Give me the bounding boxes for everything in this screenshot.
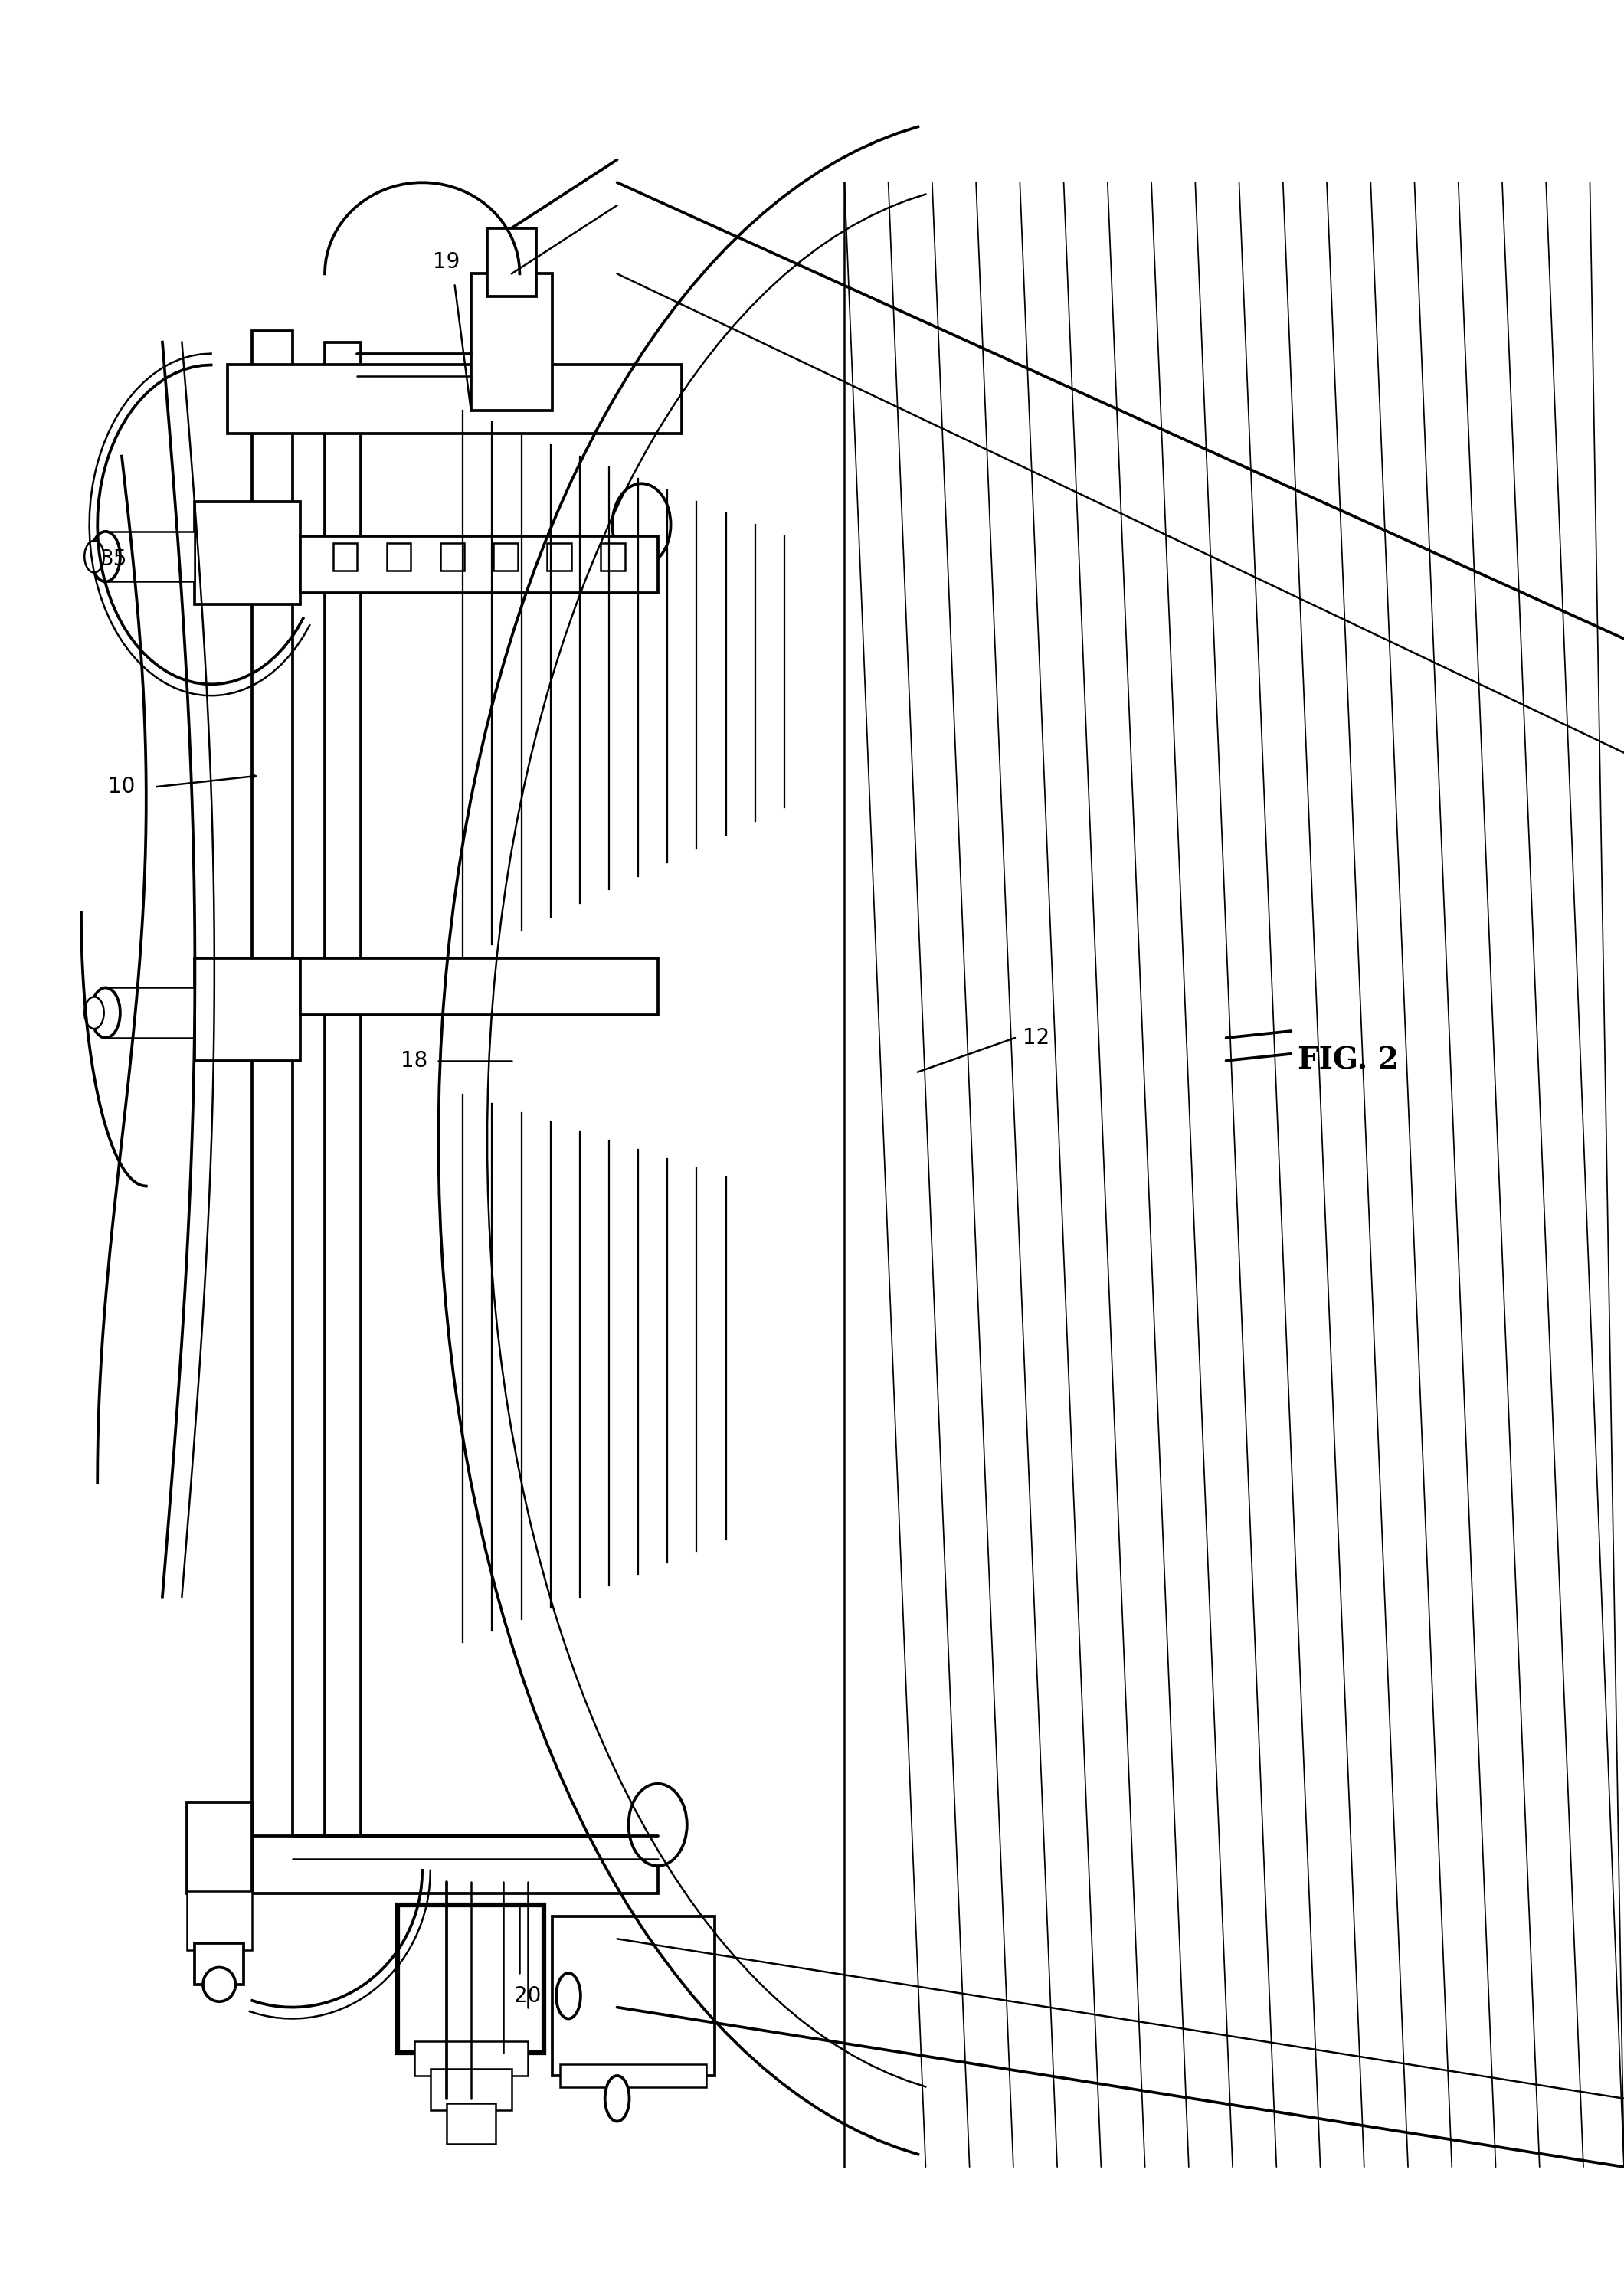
Ellipse shape bbox=[604, 2076, 630, 2121]
Bar bbox=[300, 958, 658, 1015]
Ellipse shape bbox=[84, 541, 104, 573]
Circle shape bbox=[612, 484, 671, 566]
Bar bbox=[195, 502, 300, 604]
Bar bbox=[252, 1836, 658, 1893]
Text: 19: 19 bbox=[434, 251, 460, 274]
Text: 10: 10 bbox=[109, 776, 135, 798]
Bar bbox=[325, 342, 361, 1870]
Ellipse shape bbox=[91, 531, 120, 582]
Text: FIG. 2: FIG. 2 bbox=[1298, 1047, 1398, 1074]
Bar bbox=[106, 988, 195, 1038]
Text: 12: 12 bbox=[1023, 1026, 1049, 1049]
Bar bbox=[187, 1802, 252, 1893]
Bar bbox=[300, 536, 658, 593]
Bar bbox=[487, 228, 536, 297]
Bar bbox=[106, 531, 195, 582]
Bar bbox=[560, 2064, 706, 2087]
Bar bbox=[494, 543, 518, 570]
Bar bbox=[333, 543, 357, 570]
Bar bbox=[547, 543, 572, 570]
Bar bbox=[430, 2069, 512, 2110]
Bar bbox=[195, 1943, 244, 1984]
Circle shape bbox=[628, 1784, 687, 1866]
Bar bbox=[252, 331, 292, 1882]
Bar bbox=[601, 543, 625, 570]
Bar bbox=[227, 365, 682, 433]
Text: 35: 35 bbox=[101, 547, 127, 570]
Bar bbox=[195, 958, 300, 1061]
Ellipse shape bbox=[555, 1973, 581, 2019]
Bar bbox=[552, 1916, 715, 2076]
Ellipse shape bbox=[84, 997, 104, 1029]
Bar bbox=[447, 2103, 495, 2144]
Ellipse shape bbox=[203, 1966, 235, 2003]
Ellipse shape bbox=[91, 988, 120, 1038]
Bar bbox=[387, 543, 411, 570]
Text: 18: 18 bbox=[401, 1049, 427, 1072]
Bar bbox=[471, 274, 552, 411]
Bar bbox=[440, 543, 464, 570]
Bar bbox=[398, 1905, 544, 2053]
Bar bbox=[414, 2041, 528, 2076]
Bar bbox=[187, 1891, 252, 1950]
Text: 20: 20 bbox=[515, 1984, 541, 2007]
